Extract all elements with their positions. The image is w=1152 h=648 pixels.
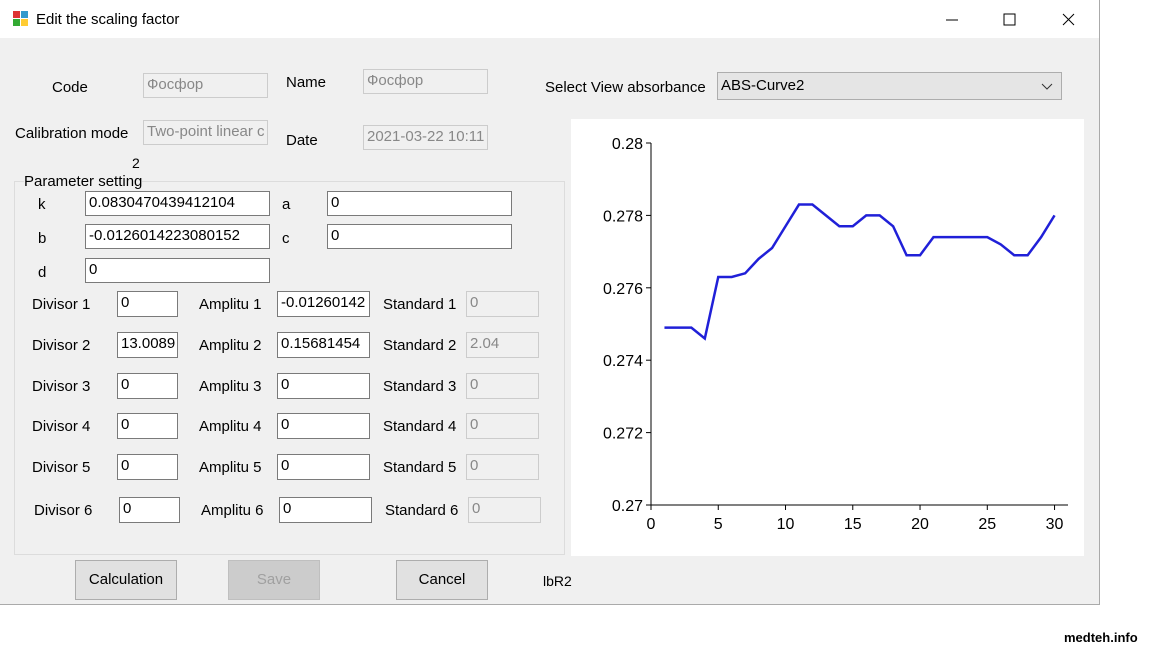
label: b	[38, 230, 47, 247]
window-title: Edit the scaling factor	[36, 11, 180, 28]
y-tick-label: 0.27	[612, 498, 643, 515]
textbox[interactable]: 0.15681454	[277, 332, 370, 358]
textbox[interactable]: 0	[466, 413, 539, 439]
label: Calibration mode	[15, 125, 129, 142]
label: Divisor 3	[32, 378, 91, 395]
textbox[interactable]: Фосфор	[143, 73, 268, 98]
window: Edit the scaling factor Code Фосфор Name…	[0, 0, 1100, 605]
y-tick-label: 0.278	[603, 208, 643, 225]
textbox[interactable]: 0	[327, 191, 512, 216]
button: Save	[228, 560, 320, 600]
watermark: medteh.info	[1064, 630, 1138, 645]
app-icon	[13, 11, 28, 26]
textbox[interactable]: 2.04	[466, 332, 539, 358]
dropdown[interactable]: ABS-Curve2	[717, 72, 1062, 100]
textbox[interactable]: 0	[117, 454, 178, 480]
button[interactable]: Calculation	[75, 560, 177, 600]
group-box	[14, 181, 565, 555]
label: Divisor 1	[32, 296, 91, 313]
textbox[interactable]: -0.01260142	[277, 291, 370, 317]
button[interactable]: Cancel	[396, 560, 488, 600]
label: Standard 2	[383, 337, 457, 354]
textbox[interactable]: 0	[277, 454, 370, 480]
textbox[interactable]: 0	[466, 291, 539, 317]
label: c	[282, 230, 290, 247]
label: Standard 5	[383, 459, 457, 476]
label: Amplitu 4	[199, 418, 262, 435]
textbox[interactable]: 0	[466, 454, 539, 480]
y-tick-label: 0.276	[603, 281, 643, 298]
label: Standard 3	[383, 378, 457, 395]
chart: 0.27 0.272 0.274 0.276 0.278 0.28 0 5 10 15 20 25 30	[571, 119, 1084, 556]
label: Standard 4	[383, 418, 457, 435]
textbox[interactable]: 0	[119, 497, 180, 523]
label: lbR2	[543, 573, 572, 589]
x-tick-label: 25	[978, 516, 996, 533]
label: Amplitu 6	[201, 502, 264, 519]
label: Name	[286, 74, 327, 91]
textbox[interactable]: 0	[327, 224, 512, 249]
textbox[interactable]: 0	[466, 373, 539, 399]
label: Date	[286, 132, 318, 149]
textbox[interactable]: 13.0089	[117, 332, 178, 358]
label: Divisor 4	[32, 418, 91, 435]
textbox[interactable]: Two-point linear c	[143, 120, 268, 145]
y-tick-label: 0.274	[603, 353, 643, 370]
textbox[interactable]: 0	[85, 258, 270, 283]
x-tick-label: 10	[777, 516, 795, 533]
x-tick-label: 30	[1046, 516, 1064, 533]
dropdown-arrow	[1041, 83, 1053, 90]
textbox[interactable]: -0.0126014223080152	[85, 224, 270, 249]
textbox[interactable]: 0	[279, 497, 372, 523]
textbox[interactable]: Фосфор	[363, 69, 488, 94]
label: Standard 6	[385, 502, 459, 519]
y-tick-label: 0.272	[603, 426, 643, 443]
group-title: Parameter setting	[24, 173, 143, 190]
textbox[interactable]: 0	[277, 373, 370, 399]
label: Amplitu 5	[199, 459, 262, 476]
x-tick-label: 5	[714, 516, 723, 533]
dropdown-value: ABS-Curve2	[721, 77, 805, 94]
textbox[interactable]: 0	[117, 291, 178, 317]
x-tick-label: 15	[844, 516, 862, 533]
textbox[interactable]: 0	[468, 497, 541, 523]
y-tick-label: 0.28	[612, 136, 643, 153]
textbox[interactable]: 2021-03-22 10:11	[363, 125, 488, 150]
title-bar: Edit the scaling factor	[0, 0, 1099, 38]
textbox[interactable]: 0	[117, 413, 178, 439]
label: d	[38, 264, 47, 281]
label: Divisor 6	[34, 502, 93, 519]
label: Divisor 5	[32, 459, 91, 476]
label: Amplitu 2	[199, 337, 262, 354]
label: Select View absorbance	[545, 79, 706, 96]
x-tick-label: 0	[647, 516, 656, 533]
textbox[interactable]: 0	[117, 373, 178, 399]
label: Amplitu 3	[199, 378, 262, 395]
label: Code	[52, 79, 88, 96]
textbox[interactable]: 0.0830470439412104	[85, 191, 270, 216]
label: Amplitu 1	[199, 296, 262, 313]
label: Standard 1	[383, 296, 457, 313]
label: a	[282, 196, 291, 213]
textbox[interactable]: 0	[277, 413, 370, 439]
x-tick-label: 20	[911, 516, 929, 533]
label: Divisor 2	[32, 337, 91, 354]
window-controls[interactable]	[940, 8, 1090, 32]
label: k	[38, 196, 46, 213]
data-line	[664, 203, 1056, 341]
label: 2	[132, 155, 140, 171]
